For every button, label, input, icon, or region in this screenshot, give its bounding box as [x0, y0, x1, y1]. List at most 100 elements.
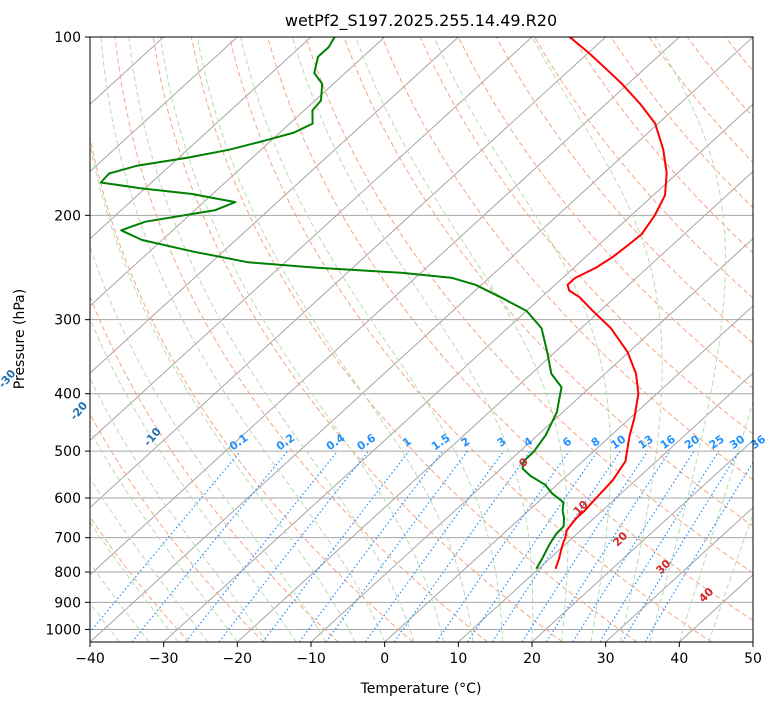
dry-adiabat-line	[229, 37, 712, 642]
dry-adiabat-line	[152, 37, 563, 642]
data-lines	[99, 37, 668, 570]
dry-adiabat-line	[419, 37, 753, 435]
y-tick-label: 500	[54, 444, 81, 460]
moist-adiabat-line	[708, 512, 753, 642]
mixing-ratio-label: 6	[560, 435, 574, 450]
moist-adiabat-line	[355, 37, 569, 642]
mixing-ratio-label: 0.4	[324, 431, 348, 453]
x-tick-label: −40	[75, 651, 105, 667]
moist-adiabat-label: 10	[571, 498, 591, 518]
y-tick-label: 1000	[45, 622, 81, 638]
chart-title: wetPf2_S197.2025.255.14.49.R20	[285, 11, 557, 31]
mixing-ratio-label: 1	[400, 435, 414, 450]
mixing-ratio-line	[298, 450, 444, 642]
moist-adiabat-line	[90, 476, 209, 642]
axes: −40 −30 −20 −10 0 10 20 30 40 50 1000 900 800 700 600 5…	[45, 30, 762, 667]
dry-adiabat-line	[90, 295, 339, 642]
dry-adiabat-line	[495, 37, 753, 344]
dry-adiabat-line	[305, 37, 753, 574]
dry-adiabat-line	[534, 37, 753, 299]
mixing-ratio-line	[466, 450, 599, 642]
dewpoint-profile-line	[99, 37, 566, 570]
mixing-ratio-label: 3	[495, 435, 509, 450]
background-lines	[90, 37, 753, 642]
mixing-ratio-line	[545, 450, 671, 642]
x-tick-label: −10	[296, 651, 326, 667]
mixing-ratio-label: 36	[748, 432, 768, 452]
dry-adiabat-label: -10	[141, 425, 164, 449]
mixing-ratio-line	[572, 450, 695, 642]
x-tick-label: 50	[744, 651, 762, 667]
moist-adiabat-line	[128, 37, 415, 642]
y-tick-label: 400	[54, 387, 81, 403]
temperature-profile-line	[554, 37, 668, 570]
x-tick-label: 40	[670, 651, 688, 667]
dry-adiabat-line	[572, 37, 753, 254]
x-tick-label: 0	[380, 651, 389, 667]
mixing-ratio-line	[393, 450, 531, 642]
isotherm-line	[752, 641, 753, 642]
moist-adiabat-line	[649, 37, 726, 642]
mixing-ratio-line	[435, 450, 570, 642]
isotherm-line	[457, 372, 753, 642]
dry-adiabat-line	[90, 412, 264, 642]
y-tick-label: 900	[54, 595, 81, 611]
isotherm-line	[90, 37, 238, 173]
dry-adiabat-line	[610, 37, 753, 209]
mixing-ratio-label: 30	[727, 432, 747, 452]
dry-adiabat-line	[190, 37, 638, 642]
mixing-ratio-label: 16	[658, 432, 678, 452]
dry-adiabat-line	[114, 37, 488, 642]
dry-adiabat-line	[90, 135, 414, 642]
moist-adiabat-line	[196, 37, 474, 642]
plot-frame	[89, 36, 754, 643]
mixing-ratio-line	[262, 450, 410, 642]
moist-adiabat-line	[678, 399, 753, 642]
isotherm-line	[236, 170, 753, 642]
mixing-ratio-label: 13	[636, 433, 656, 452]
mixing-ratio-label: 2	[459, 435, 473, 450]
mixing-ratio-line	[218, 450, 369, 642]
isotherm-line	[605, 506, 753, 642]
x-tick-label: −20	[223, 651, 253, 667]
isotherm-line	[90, 37, 459, 374]
isotherm-line	[90, 37, 753, 642]
y-tick-label: 100	[54, 30, 81, 46]
mixing-ratio-line	[325, 450, 468, 642]
mixing-ratio-line	[521, 450, 649, 642]
moist-adiabat-line	[291, 37, 534, 642]
y-tick-label: 800	[54, 565, 81, 581]
dry-adiabat-line	[343, 37, 753, 527]
x-tick-label: 10	[449, 651, 467, 667]
mixing-ratio-line	[491, 450, 621, 642]
mixing-ratio-label: 1.5	[429, 431, 452, 453]
mixing-ratio-line	[185, 450, 339, 642]
x-tick-label: −30	[149, 651, 179, 667]
y-tick-label: 700	[54, 531, 81, 547]
dry-adiabat-line	[381, 37, 753, 481]
dry-adiabat-line	[457, 37, 753, 389]
mixing-ratio-line	[90, 450, 242, 633]
isotherm-line	[90, 37, 386, 307]
y-tick-label: 600	[54, 491, 81, 507]
x-tick-label: 20	[523, 651, 541, 667]
moist-adiabat-label: 30	[653, 557, 673, 577]
moist-adiabat-line	[100, 37, 386, 642]
moist-adiabat-line	[90, 142, 356, 642]
mixing-ratio-line	[621, 450, 740, 642]
x-axis-label: Temperature (°C)	[360, 681, 482, 697]
moist-adiabat-line	[90, 377, 268, 642]
y-tick-label: 300	[54, 313, 81, 329]
isotherm-line	[90, 37, 312, 240]
x-tick-label: 30	[597, 651, 615, 667]
mixing-ratio-line	[364, 450, 505, 642]
moist-adiabat-line	[90, 244, 327, 642]
dry-adiabat-line	[686, 37, 753, 118]
moist-adiabat-label: 20	[610, 529, 630, 549]
moist-adiabat-line	[433, 37, 611, 642]
dry-adiabat-line	[648, 37, 753, 164]
moist-adiabat-line	[90, 429, 238, 642]
isotherm-line	[90, 37, 607, 509]
moist-adiabat-line	[159, 37, 445, 642]
isotherm-line	[90, 37, 533, 442]
